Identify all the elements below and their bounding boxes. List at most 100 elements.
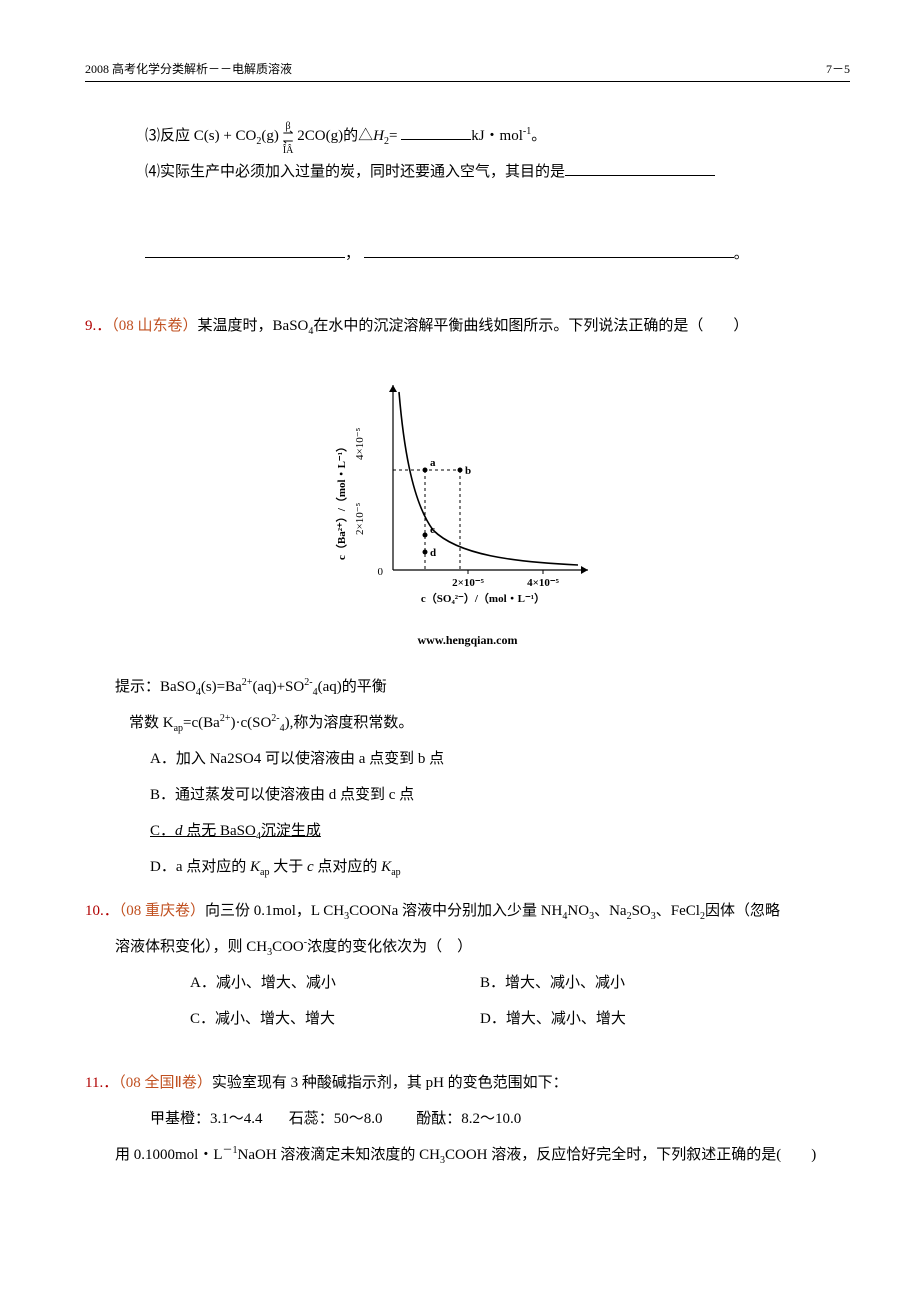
svg-text:c（Ba²⁺）/（mol・L⁻¹）: c（Ba²⁺）/（mol・L⁻¹） bbox=[335, 441, 348, 560]
text: 、Na bbox=[594, 903, 627, 919]
subscript: ap bbox=[391, 867, 400, 878]
indicators-row: 甲基橙：3.1～4.4 石蕊：50～8.0 酚酞：8.2～10.0 bbox=[150, 1101, 850, 1137]
text: 常数 K bbox=[129, 715, 174, 731]
text: =c(Ba bbox=[183, 715, 220, 731]
question-10: 10.．（08 重庆卷）向三份 0.1mol，L CH3COONa 溶液中分别加… bbox=[85, 893, 850, 1037]
q8-part3: ⑶反应 C(s) + CO2(g) β ÎÂ⇀↽ 2CO(g)的△H2= kJ・… bbox=[145, 118, 850, 154]
question-number: 11.． bbox=[85, 1075, 118, 1091]
arrow-label: β ÎÂ bbox=[283, 115, 294, 163]
italic: K bbox=[381, 859, 391, 875]
option-d: D．a 点对应的 Kap 大于 c 点对应的 Kap bbox=[150, 849, 850, 885]
superscript: 2+ bbox=[242, 677, 253, 688]
text: COOH 溶液，反应恰好完全时，下列叙述正确的是( ) bbox=[445, 1147, 816, 1163]
text: ， bbox=[345, 246, 360, 262]
text: (g) bbox=[261, 128, 282, 144]
italic: c bbox=[307, 859, 314, 875]
question-number: 10.． bbox=[85, 903, 119, 919]
q11-line3: 用 0.1000mol・L－1NaOH 溶液滴定未知浓度的 CH3COOH 溶液… bbox=[115, 1137, 850, 1173]
italic: K bbox=[250, 859, 260, 875]
text: 提示：BaSO bbox=[115, 679, 196, 695]
text: kJ・mol bbox=[471, 128, 523, 144]
text: 溶液体积变化），则 CH bbox=[115, 939, 267, 955]
svg-text:2×10⁻⁵: 2×10⁻⁵ bbox=[354, 502, 366, 535]
svg-text:c: c bbox=[430, 524, 435, 536]
question-source: （08 重庆卷） bbox=[119, 903, 205, 919]
option-b: B．增大、减小、减小 bbox=[480, 965, 770, 1001]
text: 实验室现有 3 种酸碱指示剂，其 pH 的变色范围如下： bbox=[212, 1075, 568, 1091]
text: = bbox=[389, 128, 401, 144]
option-a: A．加入 Na2SO4 可以使溶液由 a 点变到 b 点 bbox=[150, 741, 850, 777]
text: )·c(SO bbox=[230, 715, 271, 731]
question-11: 11.．（08 全国Ⅱ卷）实验室现有 3 种酸碱指示剂，其 pH 的变色范围如下… bbox=[85, 1065, 850, 1173]
text: C． bbox=[150, 823, 175, 839]
text: 在水中的沉淀溶解平衡曲线如图所示。下列说法正确的是（ ） bbox=[313, 318, 748, 334]
blank bbox=[401, 125, 471, 140]
question-number: 9.． bbox=[85, 318, 111, 334]
svg-text:4×10⁻⁵: 4×10⁻⁵ bbox=[354, 427, 366, 460]
text: ⑶反应 C(s) + CO bbox=[145, 128, 256, 144]
svg-text:b: b bbox=[465, 465, 471, 477]
text: 用 0.1000mol・L bbox=[115, 1147, 223, 1163]
text: 大于 bbox=[269, 859, 307, 875]
subscript: ap bbox=[174, 723, 183, 734]
superscript: -1 bbox=[523, 126, 531, 137]
indicator-2: 石蕊：50～8.0 bbox=[289, 1111, 383, 1127]
italic: H bbox=[373, 128, 384, 144]
option-a: A．减小、增大、减小 bbox=[190, 965, 480, 1001]
text: NO bbox=[567, 903, 589, 919]
text: 点对应的 bbox=[314, 859, 382, 875]
text: 浓度的变化依次为（ ） bbox=[307, 939, 472, 955]
indicator-3: 酚酞：8.2～10.0 bbox=[416, 1111, 521, 1127]
text: D．a 点对应的 bbox=[150, 859, 250, 875]
blank bbox=[145, 243, 345, 258]
text: (aq)+SO bbox=[252, 679, 304, 695]
text: ⑷实际生产中必须加入过量的炭，同时还要通入空气，其目的是 bbox=[145, 164, 565, 180]
superscript: 2+ bbox=[220, 713, 231, 724]
superscript: －1 bbox=[223, 1145, 238, 1156]
q9-hint-line1: 提示：BaSO4(s)=Ba2+(aq)+SO2-4(aq)的平衡 bbox=[115, 669, 850, 705]
page-header: 2008 高考化学分类解析－－电解质溶液 7－5 bbox=[85, 60, 850, 82]
text: (aq)的平衡 bbox=[318, 679, 387, 695]
text: 2CO(g)的△ bbox=[294, 128, 374, 144]
header-left: 2008 高考化学分类解析－－电解质溶液 bbox=[85, 60, 292, 77]
option-c: C．减小、增大、增大 bbox=[190, 1001, 480, 1037]
question-source: （08 山东卷） bbox=[111, 318, 197, 334]
option-b: B．通过蒸发可以使溶液由 d 点变到 c 点 bbox=[150, 777, 850, 813]
q9-stem: 9.．（08 山东卷）某温度时，BaSO4在水中的沉淀溶解平衡曲线如图所示。下列… bbox=[85, 308, 850, 344]
text: 因体（忽略 bbox=[705, 903, 780, 919]
question-9: 9.．（08 山东卷）某温度时，BaSO4在水中的沉淀溶解平衡曲线如图所示。下列… bbox=[85, 308, 850, 885]
question-source: （08 全国Ⅱ卷） bbox=[118, 1075, 212, 1091]
q9-hint-line2: 常数 Kap=c(Ba2+)·c(SO2-4),称为溶度积常数。 bbox=[129, 705, 850, 741]
option-c: C．d 点无 BaSO4沉淀生成 bbox=[150, 813, 850, 849]
text: COONa 溶液中分别加入少量 NH bbox=[349, 903, 562, 919]
svg-text:0: 0 bbox=[377, 566, 383, 578]
italic: d bbox=[175, 823, 183, 839]
q11-stem: 11.．（08 全国Ⅱ卷）实验室现有 3 种酸碱指示剂，其 pH 的变色范围如下… bbox=[85, 1065, 850, 1101]
text: 、FeCl bbox=[656, 903, 700, 919]
q10-stem-line2: 溶液体积变化），则 CH3COO-浓度的变化依次为（ ） bbox=[115, 929, 850, 965]
superscript: 2- bbox=[271, 713, 279, 724]
text: 向三份 0.1mol，L CH bbox=[205, 903, 344, 919]
text: 沉淀生成 bbox=[261, 823, 321, 839]
text: 。 bbox=[734, 246, 749, 262]
text: 点无 BaSO bbox=[183, 823, 256, 839]
header-right: 7－5 bbox=[826, 60, 850, 77]
text: COO bbox=[272, 939, 304, 955]
options-row-1: A．减小、增大、减小 B．增大、减小、减小 bbox=[190, 965, 850, 1001]
q10-stem-line1: 10.．（08 重庆卷）向三份 0.1mol，L CH3COONa 溶液中分别加… bbox=[85, 893, 850, 929]
q8-part4: ⑷实际生产中必须加入过量的炭，同时还要通入空气，其目的是 bbox=[145, 154, 850, 190]
text: SO bbox=[632, 903, 651, 919]
blank bbox=[565, 161, 715, 176]
text: (s)=Ba bbox=[201, 679, 242, 695]
text: 某温度时，BaSO bbox=[198, 318, 309, 334]
blank bbox=[364, 243, 734, 258]
text: NaOH 溶液滴定未知浓度的 CH bbox=[238, 1147, 441, 1163]
indicator-1: 甲基橙：3.1～4.4 bbox=[150, 1111, 263, 1127]
reaction-arrow: β ÎÂ⇀↽ bbox=[283, 129, 294, 143]
text: ),称为溶度积常数。 bbox=[285, 715, 414, 731]
svg-text:d: d bbox=[430, 547, 436, 559]
text: 。 bbox=[531, 128, 546, 144]
options-row-2: C．减小、增大、增大 D．增大、减小、增大 bbox=[190, 1001, 850, 1037]
solubility-chart: a b c d 0 2×10⁻⁵ 4×10⁻⁵ c（Ba²⁺）/（mol・L⁻¹… bbox=[85, 370, 850, 655]
option-d: D．增大、减小、增大 bbox=[480, 1001, 770, 1037]
